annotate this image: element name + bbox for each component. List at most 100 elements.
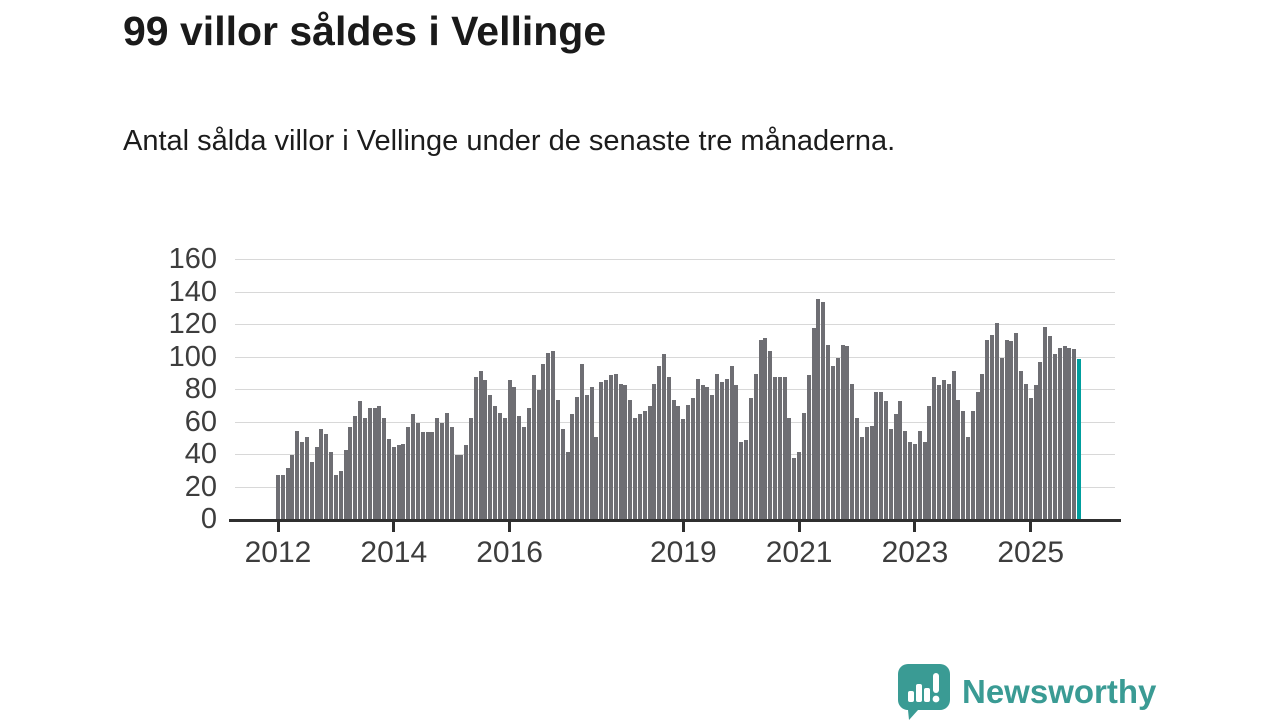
bar — [589, 386, 594, 520]
newsworthy-wordmark: Newsworthy — [962, 673, 1157, 710]
bar — [652, 383, 657, 520]
bar — [469, 417, 473, 520]
bar — [497, 412, 502, 520]
bar — [411, 414, 416, 520]
bar — [329, 451, 334, 520]
bar — [792, 458, 797, 520]
bar — [835, 357, 840, 520]
x-tick-2021 — [797, 521, 801, 532]
newsworthy-chart-bubble-icon — [898, 664, 950, 720]
bar — [1067, 347, 1072, 520]
bar — [1072, 349, 1077, 520]
bar — [951, 370, 956, 520]
bar — [517, 416, 522, 520]
bar — [985, 339, 990, 520]
last-value-annotation: 99 — [1260, 570, 1280, 603]
bar — [584, 394, 589, 520]
bar — [637, 414, 642, 520]
bar — [483, 380, 488, 520]
bar — [869, 425, 874, 520]
bar — [937, 385, 942, 520]
bar — [358, 401, 363, 520]
bar — [912, 443, 917, 520]
bar — [440, 422, 445, 520]
bar — [1057, 347, 1062, 520]
gridline-140 — [235, 291, 1115, 293]
bar — [855, 417, 860, 520]
bar — [522, 427, 527, 520]
bar — [657, 365, 662, 520]
bar — [338, 471, 343, 520]
x-tick-2023 — [913, 521, 917, 532]
gridline-100 — [235, 356, 1115, 358]
bar — [806, 375, 811, 520]
bar — [922, 442, 927, 520]
bar — [386, 438, 391, 520]
bar — [280, 474, 285, 520]
bar — [295, 430, 300, 520]
gridline-160 — [235, 259, 1115, 260]
bar — [927, 406, 932, 520]
bar — [662, 354, 667, 520]
bar — [623, 385, 628, 520]
bar — [719, 381, 724, 520]
y-tick-label-100: 100 — [168, 340, 217, 373]
bar — [715, 373, 720, 520]
x-tick-label-2019: 2019 — [649, 536, 717, 569]
bar — [956, 399, 961, 520]
bar — [348, 427, 353, 520]
x-tick-2025 — [1029, 521, 1033, 532]
bar — [478, 370, 483, 520]
bar — [304, 437, 309, 520]
bar — [555, 399, 560, 520]
bar — [459, 455, 464, 520]
bar — [932, 377, 937, 520]
bar — [917, 430, 922, 520]
bar — [300, 442, 305, 520]
y-tick-label-0: 0 — [200, 503, 217, 535]
bar — [575, 396, 580, 520]
bar — [710, 394, 715, 520]
bar — [560, 429, 565, 520]
bar — [859, 437, 864, 520]
x-tick-label-2023: 2023 — [881, 536, 949, 569]
bar — [309, 461, 314, 520]
bar — [599, 381, 604, 520]
y-tick-label-160: 160 — [168, 243, 217, 275]
bar — [879, 391, 884, 520]
bar — [633, 417, 638, 520]
bar — [874, 391, 879, 520]
bar — [898, 401, 903, 520]
bar — [444, 412, 449, 520]
y-tick-label-80: 80 — [184, 373, 217, 405]
bar — [961, 411, 966, 520]
bar — [980, 373, 985, 520]
y-tick-label-140: 140 — [168, 275, 217, 308]
bar — [941, 380, 946, 520]
bar — [420, 432, 425, 520]
bar — [700, 385, 705, 520]
bar — [502, 417, 507, 520]
x-tick-2016 — [508, 521, 512, 532]
bar — [579, 364, 584, 520]
bar — [276, 474, 280, 520]
x-tick-2019 — [681, 521, 685, 532]
bar — [753, 373, 758, 520]
newsworthy-logo: Newsworthy — [898, 664, 1156, 720]
bar — [343, 450, 348, 520]
page-title: 99 villor såldes i Vellinge — [123, 8, 607, 54]
bar — [290, 455, 295, 520]
bar — [430, 432, 435, 520]
bar — [526, 407, 531, 520]
bar — [970, 411, 975, 520]
bar — [994, 323, 999, 520]
bar — [739, 442, 744, 520]
bar — [531, 375, 536, 520]
bar — [594, 437, 599, 520]
bar — [676, 406, 681, 520]
bar — [777, 377, 782, 520]
bar — [319, 429, 324, 520]
bar — [642, 411, 647, 520]
bar — [507, 380, 512, 520]
bar — [382, 417, 387, 520]
